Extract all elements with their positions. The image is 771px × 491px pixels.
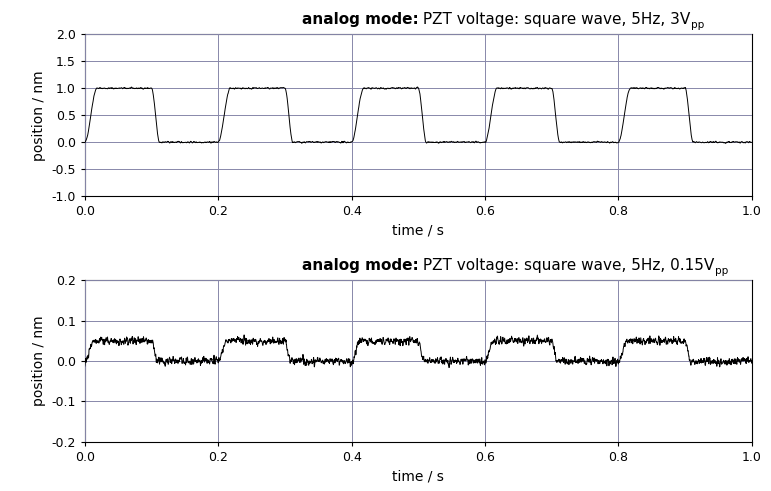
Y-axis label: position / nm: position / nm [32,70,45,161]
Text: pp: pp [715,266,728,275]
Text: PZT voltage: square wave, 5Hz, 0.15V: PZT voltage: square wave, 5Hz, 0.15V [418,258,715,273]
Text: analog mode:: analog mode: [301,12,418,27]
Text: analog mode:: analog mode: [301,258,418,273]
X-axis label: time / s: time / s [392,469,444,484]
Text: pp: pp [691,20,704,30]
Text: PZT voltage: square wave, 5Hz, 3V: PZT voltage: square wave, 5Hz, 3V [418,12,691,27]
Y-axis label: position / nm: position / nm [32,316,45,407]
X-axis label: time / s: time / s [392,224,444,238]
